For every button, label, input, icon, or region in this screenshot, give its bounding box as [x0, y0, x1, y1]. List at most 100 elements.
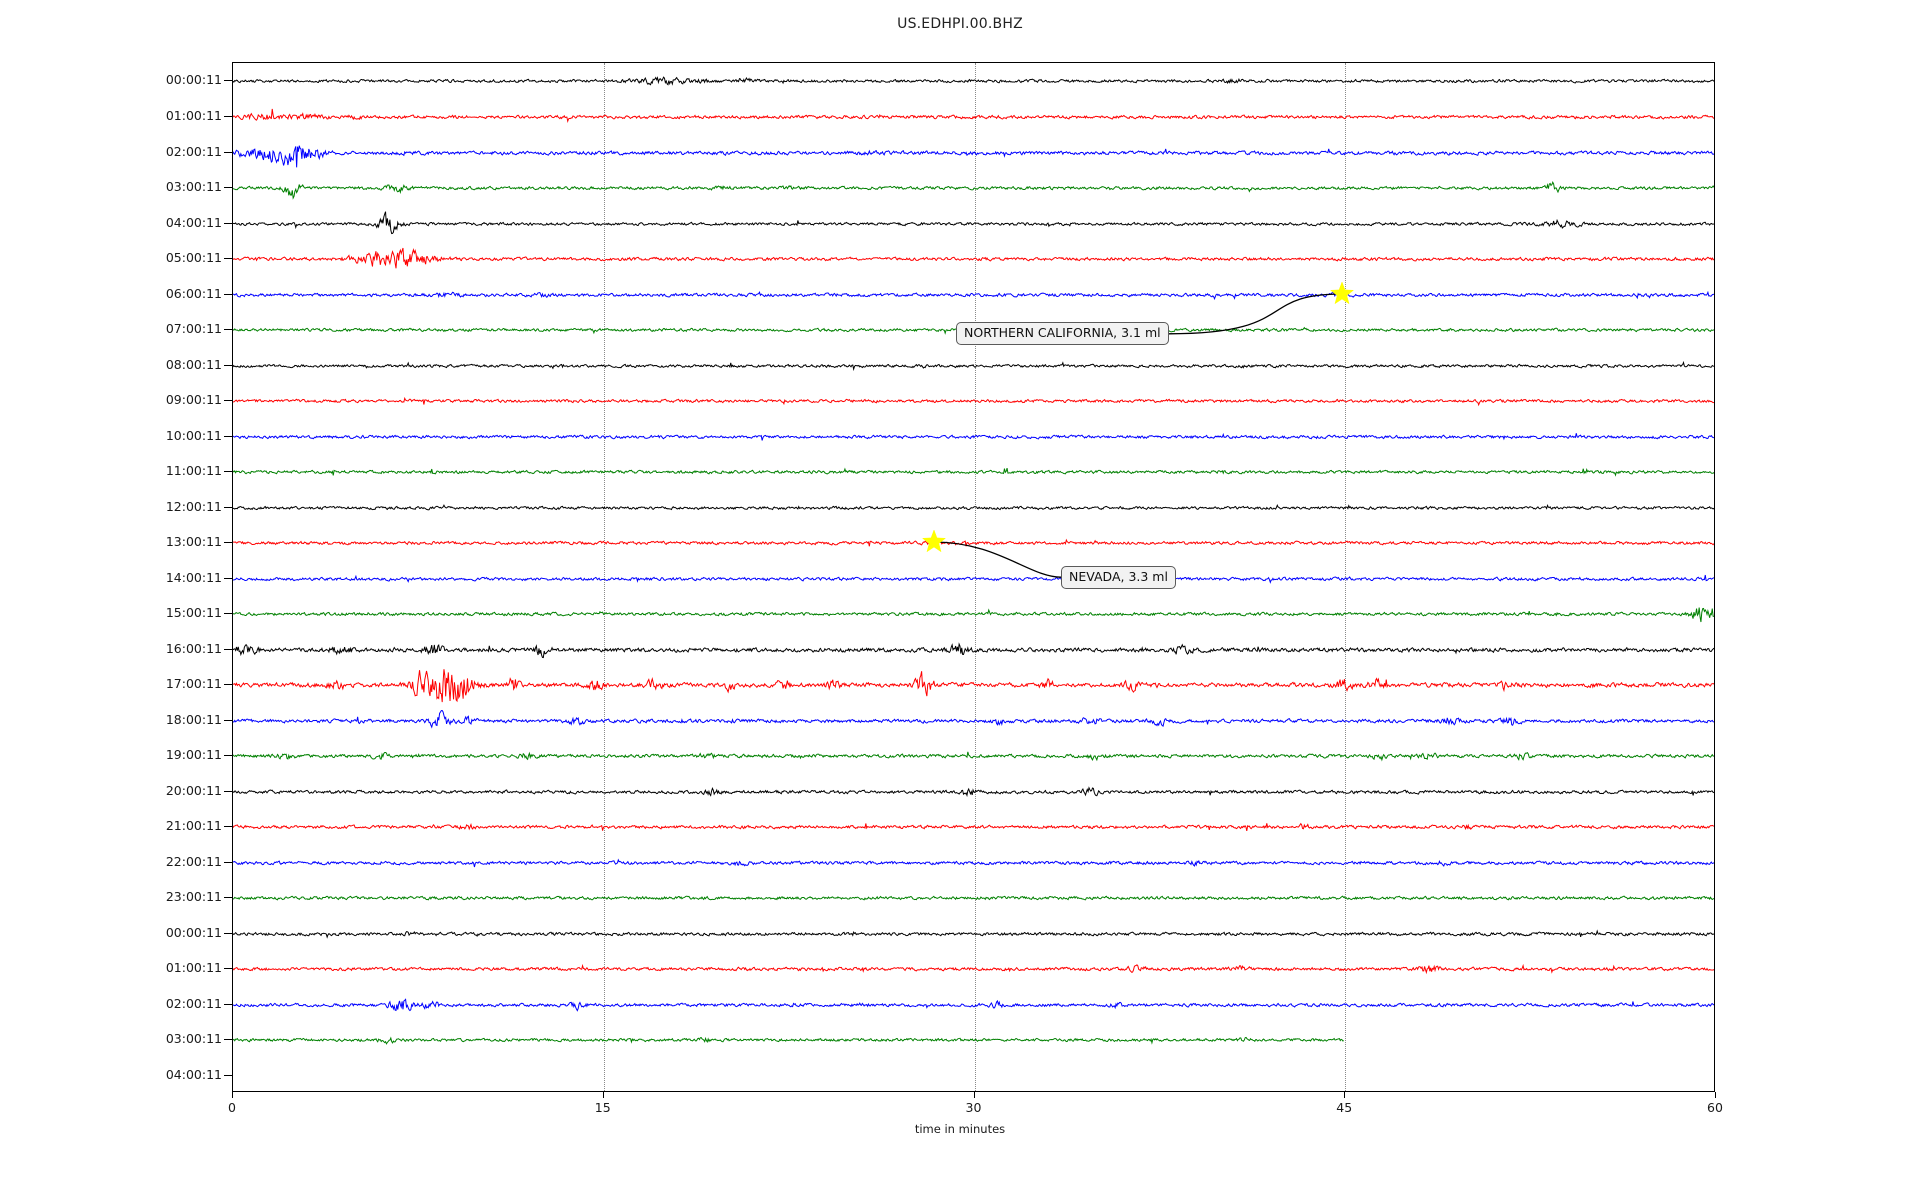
y-tick-mark-14 [224, 577, 232, 579]
y-tick-label-1: 01:00:11 [165, 107, 222, 123]
y-tick-label-27: 03:00:11 [165, 1031, 222, 1047]
seismic-trace-02-00-11-26 [233, 970, 1714, 1040]
y-tick-label-14: 14:00:11 [165, 569, 222, 585]
seismic-trace-00-00-11-0 [233, 63, 1714, 116]
seismic-trace-13-00-11-13 [233, 508, 1714, 578]
y-tick-label-23: 23:00:11 [165, 889, 222, 905]
seismic-trace-09-00-11-9 [233, 366, 1714, 436]
x-axis-label: time in minutes [914, 1122, 1006, 1136]
y-tick-mark-27 [224, 1039, 232, 1041]
y-tick-label-21: 21:00:11 [165, 818, 222, 834]
y-tick-label-25: 01:00:11 [165, 960, 222, 976]
y-tick-label-2: 02:00:11 [165, 143, 222, 159]
x-tick-mark-30 [973, 1092, 975, 1098]
y-tick-mark-2 [224, 151, 232, 153]
seismic-trace-03-00-11-3 [233, 153, 1714, 223]
y-tick-label-24: 00:00:11 [165, 924, 222, 940]
gridline-x-30 [974, 63, 976, 1091]
y-tick-mark-11 [224, 471, 232, 473]
x-tick-mark-60 [1715, 1092, 1716, 1098]
seismic-trace-06-00-11-6 [233, 260, 1714, 330]
seismic-trace-23-00-11-23 [233, 863, 1714, 933]
seismic-trace-04-00-11-4 [233, 189, 1714, 259]
y-tick-label-0: 00:00:11 [165, 72, 222, 88]
y-tick-mark-28 [224, 1074, 232, 1076]
y-tick-label-7: 07:00:11 [165, 321, 222, 337]
seismic-trace-14-00-11-14 [233, 544, 1714, 614]
y-tick-label-20: 20:00:11 [165, 782, 222, 798]
seismic-trace-19-00-11-19 [233, 721, 1714, 791]
gridline-x-15 [603, 63, 605, 1091]
y-tick-label-8: 08:00:11 [165, 356, 222, 372]
x-tick-label-0: 0 [228, 1100, 236, 1115]
seismic-trace-11-00-11-11 [233, 437, 1714, 507]
y-tick-label-12: 12:00:11 [165, 498, 222, 514]
seismic-trace-21-00-11-21 [233, 792, 1714, 862]
y-tick-mark-25 [224, 968, 232, 970]
y-tick-mark-21 [224, 826, 232, 828]
y-tick-label-9: 09:00:11 [165, 392, 222, 408]
y-tick-label-16: 16:00:11 [165, 640, 222, 656]
y-tick-mark-15 [224, 613, 232, 615]
y-tick-mark-19 [224, 755, 232, 757]
y-tick-label-5: 05:00:11 [165, 250, 222, 266]
page-title: US.EDHPI.00.BHZ [897, 16, 1023, 32]
x-tick-mark-0 [232, 1092, 233, 1098]
y-tick-mark-26 [224, 1003, 232, 1005]
seismic-trace-01-00-11-25 [233, 934, 1714, 1004]
x-tick-mark-45 [1344, 1092, 1346, 1098]
y-tick-label-17: 17:00:11 [165, 676, 222, 692]
y-tick-mark-17 [224, 684, 232, 686]
y-tick-label-15: 15:00:11 [165, 605, 222, 621]
y-tick-mark-12 [224, 506, 232, 508]
y-tick-label-19: 19:00:11 [165, 747, 222, 763]
seismic-trace-01-00-11-1 [233, 82, 1714, 152]
y-tick-mark-16 [224, 648, 232, 650]
y-tick-mark-23 [224, 897, 232, 899]
seismic-trace-22-00-11-22 [233, 828, 1714, 898]
seismic-trace-18-00-11-18 [233, 686, 1714, 756]
event-marker-star-northern-california[interactable] [1329, 280, 1355, 307]
seismic-trace-16-00-11-16 [233, 615, 1714, 685]
seismic-trace-15-00-11-15 [233, 579, 1714, 649]
seismic-trace-17-00-11-17 [233, 650, 1714, 720]
seismic-trace-03-00-11-27 [233, 1005, 1714, 1075]
y-tick-mark-18 [224, 719, 232, 721]
y-tick-mark-22 [224, 861, 232, 863]
y-tick-label-22: 22:00:11 [165, 853, 222, 869]
seismic-trace-05-00-11-5 [233, 224, 1714, 294]
plot-frame [232, 62, 1715, 1092]
x-tick-label-45: 45 [1336, 1100, 1353, 1115]
y-tick-mark-9 [224, 400, 232, 402]
seismic-trace-00-00-11-24 [233, 899, 1714, 969]
gridline-x-45 [1345, 63, 1347, 1091]
y-tick-label-6: 06:00:11 [165, 285, 222, 301]
y-tick-mark-6 [224, 293, 232, 295]
y-tick-mark-24 [224, 932, 232, 934]
y-tick-label-3: 03:00:11 [165, 179, 222, 195]
y-tick-label-28: 04:00:11 [165, 1066, 222, 1082]
y-tick-mark-7 [224, 329, 232, 331]
event-annotation-nevada[interactable]: NEVADA, 3.3 ml [1061, 566, 1176, 589]
x-tick-mark-15 [602, 1092, 604, 1098]
y-tick-mark-0 [224, 80, 232, 82]
y-tick-label-13: 13:00:11 [165, 534, 222, 550]
x-tick-label-30: 30 [965, 1100, 982, 1115]
seismic-trace-02-00-11-2 [233, 118, 1714, 188]
y-tick-label-10: 10:00:11 [165, 427, 222, 443]
y-tick-label-4: 04:00:11 [165, 214, 222, 230]
y-tick-label-11: 11:00:11 [165, 463, 222, 479]
y-tick-label-18: 18:00:11 [165, 711, 222, 727]
y-tick-mark-5 [224, 258, 232, 260]
y-tick-mark-3 [224, 187, 232, 189]
event-marker-star-nevada[interactable] [921, 529, 947, 555]
seismic-trace-20-00-11-20 [233, 757, 1714, 827]
y-tick-mark-13 [224, 542, 232, 544]
y-tick-mark-10 [224, 435, 232, 437]
event-annotation-northern-california[interactable]: NORTHERN CALIFORNIA, 3.1 ml [956, 322, 1169, 345]
x-tick-label-60: 60 [1707, 1100, 1723, 1115]
y-tick-label-26: 02:00:11 [165, 995, 222, 1011]
y-tick-mark-1 [224, 115, 232, 117]
x-tick-label-15: 15 [594, 1100, 611, 1115]
